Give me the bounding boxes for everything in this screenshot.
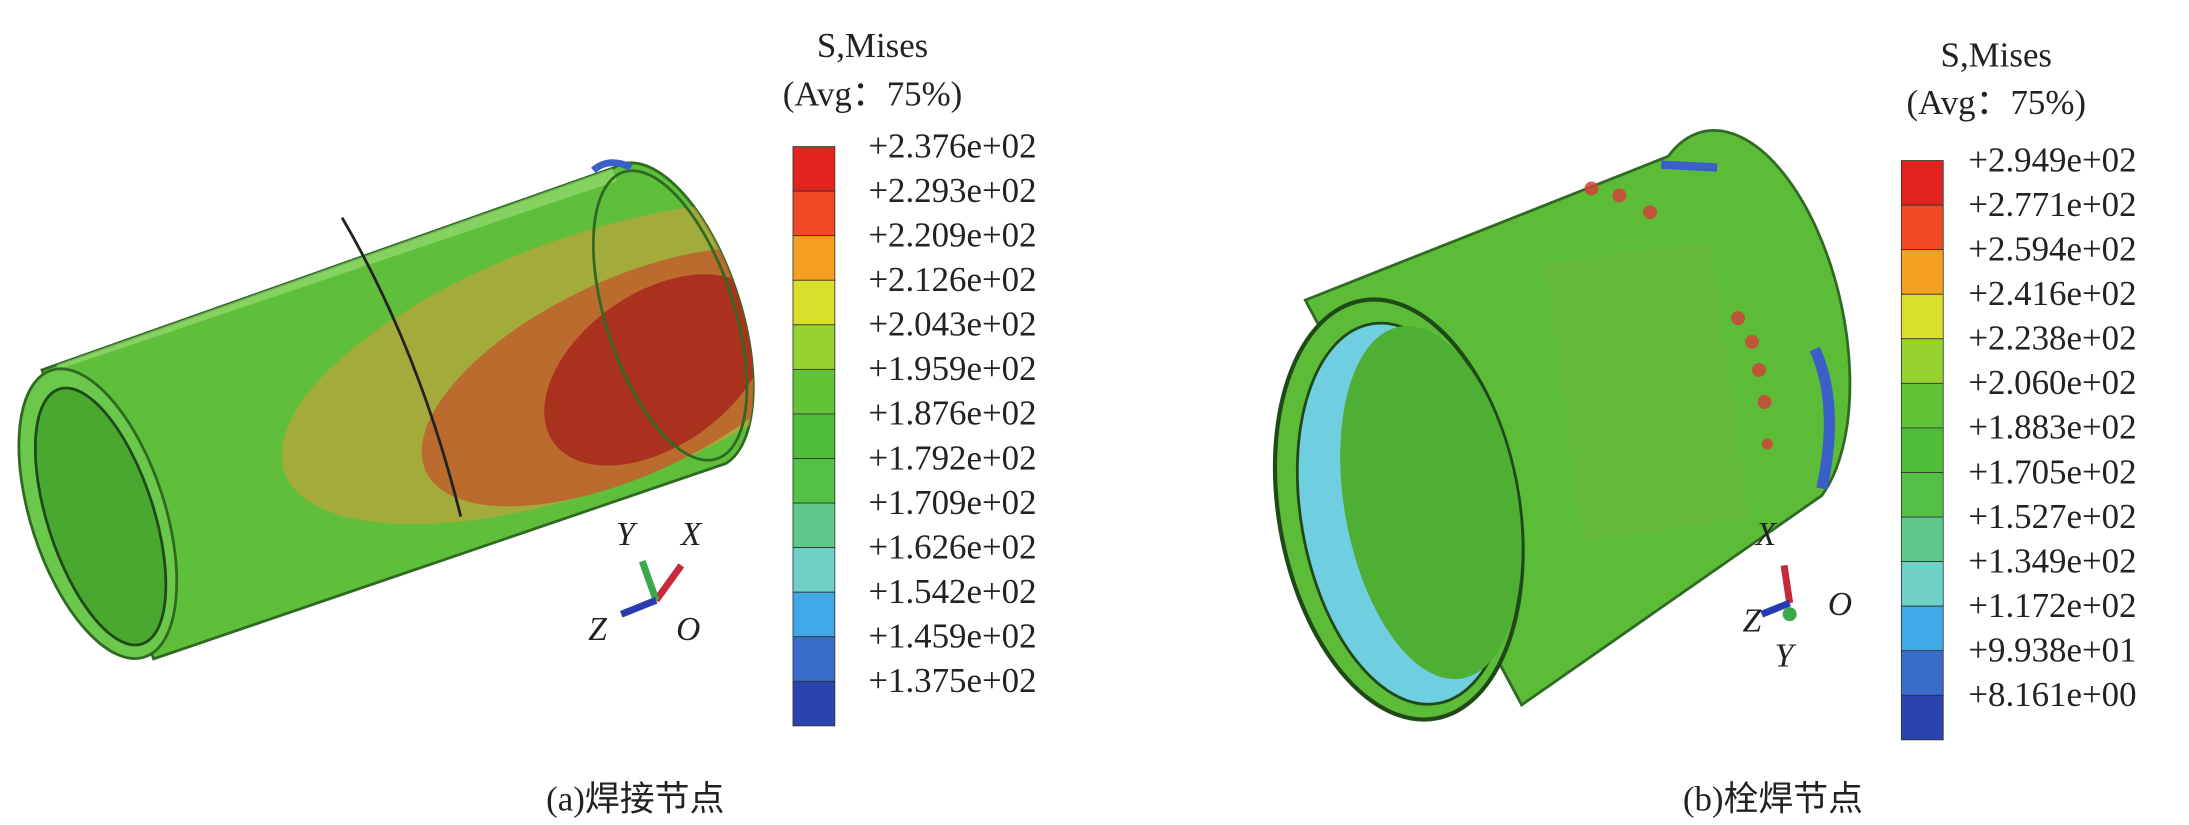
color-band — [793, 191, 835, 236]
color-band — [1901, 294, 1943, 339]
legend-subtitle: (Avg：75%) — [783, 75, 963, 114]
legend-label: +9.938e+01 — [1968, 631, 2136, 670]
color-band — [1901, 161, 1943, 206]
legend-label: +2.060e+02 — [1968, 363, 2136, 402]
legend-label: +1.375e+02 — [868, 661, 1036, 700]
legend-label: +8.161e+00 — [1968, 675, 2136, 714]
legend-label: +1.349e+02 — [1968, 541, 2136, 580]
legend-label: +1.172e+02 — [1968, 586, 2136, 625]
legend-label: +2.238e+02 — [1968, 319, 2136, 358]
legend-label: +1.959e+02 — [868, 349, 1036, 388]
color-band — [1901, 651, 1943, 696]
axis-label: Y — [616, 516, 638, 553]
color-band — [1901, 472, 1943, 517]
color-band — [1901, 606, 1943, 651]
color-band — [793, 280, 835, 325]
legend-label: +2.376e+02 — [868, 126, 1036, 165]
color-band — [793, 414, 835, 459]
tube-b — [1244, 130, 1850, 739]
legend-label: +1.876e+02 — [868, 394, 1036, 433]
color-band — [793, 325, 835, 370]
figure: S,Mises (Avg：75%) +2.376e+02 +2.293e+02 +2.2… — [0, 0, 2189, 825]
legend-label: +2.949e+02 — [1968, 140, 2136, 179]
legend-subtitle: (Avg：75%) — [1907, 83, 2087, 122]
legend-title: S,Mises — [1941, 36, 2052, 75]
axis-label: O — [676, 611, 700, 648]
legend-label: +1.792e+02 — [868, 438, 1036, 477]
caption: (a)焊接节点 — [546, 780, 724, 819]
legend-label: +2.209e+02 — [868, 215, 1036, 254]
legend-label: +1.705e+02 — [1968, 452, 2136, 491]
color-band — [1901, 339, 1943, 384]
legend-label: +2.043e+02 — [868, 305, 1036, 344]
axis-label: O — [1828, 586, 1852, 623]
color-band — [1901, 428, 1943, 473]
legend-label: +1.459e+02 — [868, 617, 1036, 656]
triad-b — [1762, 565, 1797, 621]
legend-label: +1.709e+02 — [868, 483, 1036, 522]
legend-label: +1.626e+02 — [868, 527, 1036, 566]
legend-label: +1.883e+02 — [1968, 408, 2136, 447]
legend-title: S,Mises — [817, 26, 928, 65]
color-band — [793, 637, 835, 682]
axis-label: X — [679, 516, 703, 553]
tube-a — [0, 135, 931, 678]
axis-label: Z — [588, 611, 607, 648]
legend-label: +2.416e+02 — [1968, 274, 2136, 313]
color-band — [1901, 695, 1943, 740]
axis-label: Y — [1775, 638, 1797, 675]
axis-label: Z — [1743, 603, 1762, 640]
color-band — [1901, 205, 1943, 250]
color-band — [793, 236, 835, 281]
legend-label: +2.771e+02 — [1968, 185, 2136, 224]
color-band — [1901, 517, 1943, 562]
color-band — [1901, 562, 1943, 607]
legend-label: +2.293e+02 — [868, 171, 1036, 210]
triad-a — [621, 561, 681, 614]
color-band — [793, 548, 835, 593]
axis-label: X — [1754, 516, 1778, 553]
legend-label: +1.542e+02 — [868, 572, 1036, 611]
color-band — [793, 681, 835, 726]
color-band — [793, 592, 835, 637]
color-band — [793, 459, 835, 504]
color-band — [793, 147, 835, 192]
legend-label: +2.594e+02 — [1968, 229, 2136, 268]
legend-label: +1.527e+02 — [1968, 497, 2136, 536]
color-band — [1901, 250, 1943, 295]
color-band — [793, 503, 835, 548]
color-band — [1901, 383, 1943, 428]
caption: (b)栓焊节点 — [1683, 780, 1863, 819]
color-band — [793, 369, 835, 414]
legend-label: +2.126e+02 — [868, 260, 1036, 299]
